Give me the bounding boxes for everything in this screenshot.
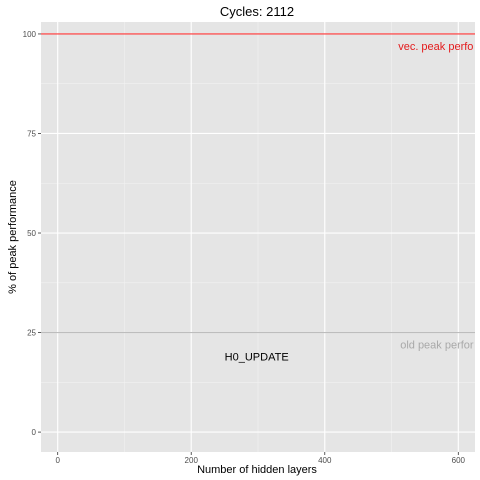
- y-axis-ticks: 0 25 50 75 100: [23, 30, 41, 437]
- y-tick-label: 50: [27, 229, 36, 238]
- y-tick-label: 100: [23, 30, 37, 39]
- x-tick-label: 0: [55, 456, 60, 465]
- y-tick-label: 25: [27, 329, 36, 338]
- x-tick-label: 400: [318, 456, 332, 465]
- x-axis-title: Number of hidden layers: [197, 464, 317, 476]
- reference-line-label-0: vec. peak perfo: [398, 41, 473, 53]
- y-tick-label: 0: [32, 428, 37, 437]
- x-axis-ticks: 0 200 400 600: [55, 452, 466, 465]
- x-tick-label: 200: [185, 456, 199, 465]
- reference-line-label-1: old peak perfor: [400, 340, 474, 352]
- reference-lines: [41, 33, 475, 334]
- line-labels: vec. peak perfo old peak perfor H0_UPDATE: [225, 41, 474, 364]
- y-axis-title: % of peak performance: [7, 180, 19, 294]
- chart-title: Cycles: 2112: [220, 4, 294, 19]
- annotation-label: H0_UPDATE: [225, 351, 289, 363]
- y-tick-label: 75: [27, 129, 36, 138]
- x-tick-label: 600: [452, 456, 466, 465]
- minor-gridlines: [41, 22, 475, 452]
